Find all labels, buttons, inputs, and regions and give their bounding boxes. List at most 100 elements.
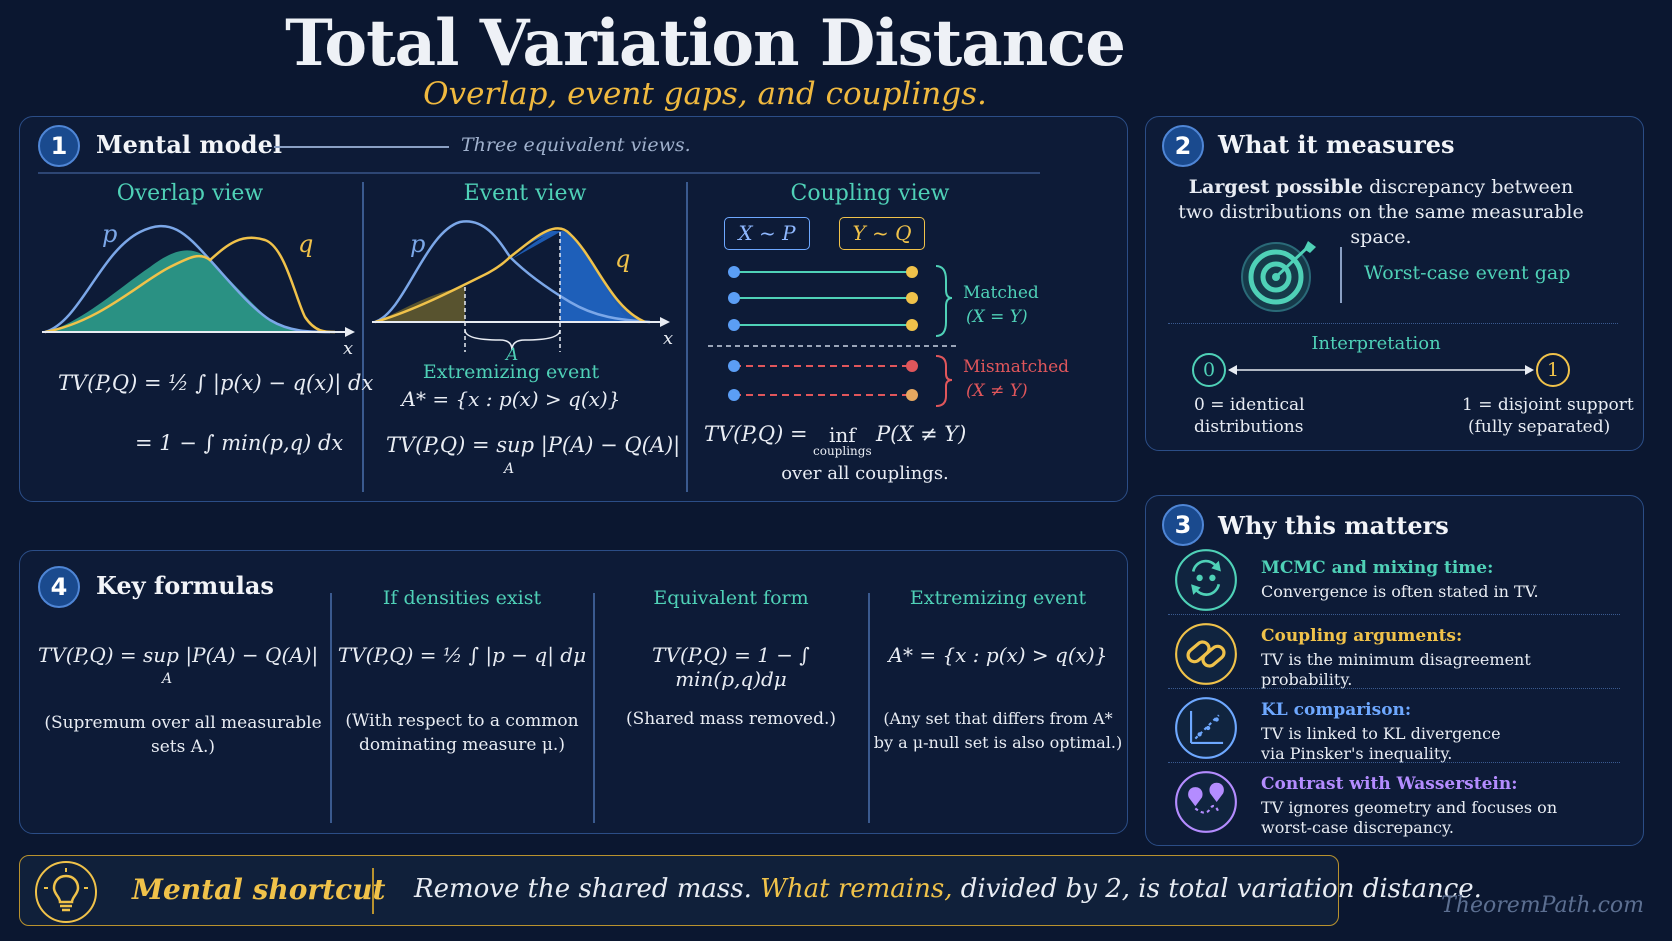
section-divider	[1168, 323, 1618, 324]
zero-label-1: 0 = identical	[1194, 395, 1305, 415]
scale-arrow	[1228, 365, 1534, 375]
why-item-line2: via Pinsker's inequality.	[1261, 744, 1453, 763]
shortcut-text: Remove the shared mass. What remains, di…	[414, 874, 1482, 904]
y-tag: Y ~ Q	[839, 217, 925, 250]
cycle-icon	[1175, 549, 1237, 611]
column-divider	[362, 182, 364, 492]
p-label: p	[102, 220, 117, 248]
why-item-title: KL comparison:	[1261, 700, 1412, 720]
panel-title: What it measures	[1218, 130, 1455, 159]
panel-title: Key formulas	[96, 571, 274, 600]
blue-fill	[510, 230, 645, 322]
q-curve	[374, 227, 646, 324]
event-caption: Extremizing event	[422, 361, 600, 383]
why-item-title: MCMC and mixing time:	[1261, 558, 1494, 578]
why-item-line2: probability.	[1261, 670, 1353, 689]
one-label-1: 1 = disjoint support	[1462, 395, 1634, 415]
overlap-formula-1: TV(P,Q) = ½ ∫ |p(x) − q(x)| dx	[58, 371, 374, 395]
head-col-2: If densities exist	[382, 587, 542, 609]
panel-note: Three equivalent views.	[461, 134, 691, 156]
note-col-4a: (Any set that differs from A*	[883, 709, 1113, 728]
head-col-4: Extremizing event	[909, 587, 1087, 609]
shortcut-banner: Mental shortcut Remove the shared mass. …	[19, 855, 1482, 926]
target-icon	[1241, 241, 1316, 312]
shortcut-label: Mental shortcut	[132, 873, 386, 906]
formula-col-1: TV(P,Q) = sup |P(A) − Q(A)|	[38, 643, 319, 667]
route-pin-icon	[1175, 771, 1237, 833]
watermark: TheoremPath.com	[1441, 893, 1644, 918]
link-icon	[1175, 623, 1237, 685]
mismatched-eq: (X ≠ Y)	[966, 381, 1028, 401]
p-curve	[374, 220, 651, 324]
panel-number: 4	[38, 566, 80, 608]
desc-line2: two distributions on the same measurable…	[1178, 201, 1584, 248]
panel-title: Mental model	[96, 130, 282, 159]
zero-label-2: distributions	[1194, 417, 1304, 437]
a-label: A	[504, 345, 518, 362]
measure-description: Largest possible discrepancy between two…	[1146, 175, 1616, 250]
coupling-view-title: Coupling view	[790, 181, 950, 206]
note-col-1b: sets A.)	[150, 737, 216, 757]
panel-number: 1	[38, 125, 80, 167]
event-formula: TV(P,Q) = sup |P(A) − Q(A)|	[386, 433, 681, 457]
why-item: Contrast with Wasserstein: TV ignores geo…	[1146, 766, 1643, 838]
why-item-line1: TV is the minimum disagreement	[1261, 650, 1531, 669]
trend-icon	[1175, 697, 1237, 759]
coupling-lines	[708, 265, 960, 407]
coupling-inf: inf	[829, 423, 856, 447]
note-col-2b: dominating measure μ.)	[359, 735, 565, 755]
x-label: x	[663, 328, 673, 349]
desc-bold: Largest possible	[1188, 176, 1364, 198]
one-label-2: (fully separated)	[1468, 417, 1611, 437]
matched-pairs	[728, 265, 953, 337]
p-label: p	[410, 230, 425, 258]
why-item-line1: TV ignores geometry and focuses on	[1261, 798, 1558, 817]
item-divider	[1168, 688, 1620, 689]
mismatched-pairs	[728, 355, 953, 407]
why-item: KL comparison: TV is linked to KL diverge…	[1146, 692, 1643, 764]
q-label: q	[298, 230, 313, 258]
item-divider	[1168, 762, 1620, 763]
note-col-3a: (Shared mass removed.)	[625, 709, 837, 729]
panel-title: Why this matters	[1218, 511, 1449, 540]
panel-key-formulas: 4 Key formulas TV(P,Q) = sup |P(A) − Q(A…	[19, 550, 1128, 834]
event-formula-sub: A	[504, 461, 515, 477]
desc-rest: discrepancy between	[1363, 176, 1574, 198]
note-col-2a: (With respect to a common	[345, 711, 579, 731]
column-divider	[686, 182, 688, 492]
why-item-title: Contrast with Wasserstein:	[1261, 774, 1518, 794]
coupling-formula-b: P(X ≠ Y)	[876, 422, 967, 446]
column-divider	[330, 593, 332, 823]
event-view-title: Event view	[463, 181, 587, 206]
panel-what-it-measures: 2 What it measures Largest possible disc…	[1145, 116, 1644, 451]
x-tag: X ~ P	[724, 217, 810, 250]
note-col-1a: (Supremum over all measurable	[44, 713, 322, 733]
why-item-line2: worst-case discrepancy.	[1261, 818, 1454, 837]
q-curve	[44, 236, 336, 334]
panel-why-this-matters: 3 Why this matters MCMC and mixing time:…	[1145, 495, 1644, 846]
panel-number: 3	[1162, 504, 1204, 546]
page-subtitle: Overlap, event gaps, and couplings.	[423, 76, 987, 112]
formula-col-1-sub: A	[162, 671, 173, 687]
why-item-line1: Convergence is often stated in TV.	[1261, 582, 1539, 601]
note-col-4b: by a μ-null set is also optimal.)	[873, 733, 1123, 752]
column-divider	[593, 593, 595, 823]
coupling-formula-a: TV(P,Q) =	[704, 422, 808, 446]
matched-eq: (X = Y)	[966, 307, 1028, 327]
event-plot: p q x A	[372, 220, 673, 362]
event-gap-label: Worst-case event gap	[1364, 262, 1571, 284]
shortcut-divider	[372, 868, 374, 914]
coupling-caption: over all couplings.	[781, 463, 949, 484]
why-item-line1: TV is linked to KL divergence	[1261, 724, 1501, 743]
p-curve	[44, 224, 331, 334]
x-label: x	[343, 338, 353, 359]
shortcut-text-a: Remove the shared mass.	[414, 874, 752, 904]
scale-one: 1	[1536, 353, 1570, 387]
shortcut-text-c: divided by 2, is total variation distanc…	[952, 874, 1482, 904]
panel-mental-model: 1 Mental model Three equivalent views. O…	[19, 116, 1128, 502]
shortcut-text-b: What remains,	[751, 874, 953, 904]
matched-label: Matched	[963, 283, 1039, 303]
q-label: q	[615, 245, 630, 273]
why-item: MCMC and mixing time: Convergence is ofte…	[1146, 544, 1643, 616]
coupling-inf-sub: couplings	[813, 444, 872, 458]
